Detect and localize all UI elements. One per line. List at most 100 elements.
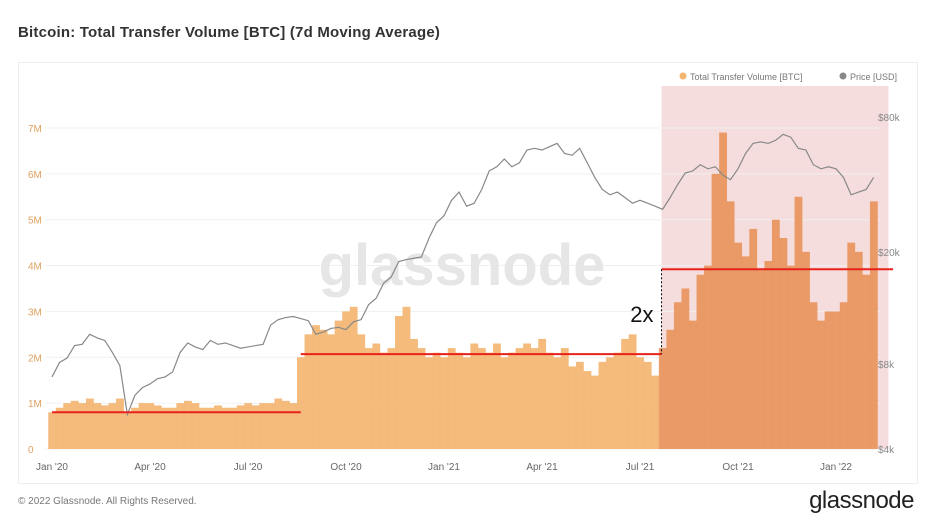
y-right-tick: $20k	[878, 248, 901, 259]
volume-bar	[63, 403, 72, 449]
volume-bar	[493, 343, 501, 449]
volume-bar	[108, 403, 117, 449]
volume-bar	[161, 407, 170, 449]
y-left-tick: 7M	[28, 124, 42, 135]
y-right-tick: $8k	[878, 360, 895, 371]
volume-bar	[545, 352, 554, 449]
volume-bar	[560, 348, 569, 449]
volume-bar	[425, 357, 433, 449]
volume-bar	[123, 412, 132, 449]
volume-bar	[206, 407, 215, 449]
x-tick: Jan '22	[820, 462, 852, 473]
legend-dot-volume	[679, 72, 687, 80]
volume-bar	[523, 343, 531, 449]
volume-bar	[183, 400, 192, 449]
volume-bar	[575, 361, 584, 449]
volume-bar	[372, 343, 381, 449]
volume-bar	[85, 398, 94, 449]
volume-bar	[515, 348, 524, 449]
volume-bar	[274, 398, 283, 449]
volume-bar	[606, 357, 614, 449]
volume-bar	[817, 320, 825, 449]
volume-bar	[749, 228, 758, 449]
legend-label-volume: Total Transfer Volume [BTC]	[690, 72, 803, 82]
volume-bar	[221, 407, 230, 449]
volume-bar	[334, 320, 343, 449]
volume-bar	[281, 400, 290, 449]
volume-bar	[48, 412, 57, 449]
volume-bar	[643, 361, 652, 449]
volume-bar	[168, 407, 177, 449]
volume-bar	[440, 357, 449, 449]
volume-bar	[55, 407, 64, 449]
volume-bar	[116, 398, 124, 449]
volume-bar	[297, 357, 305, 449]
multiplier-label: 2x	[630, 302, 653, 327]
volume-bar	[146, 403, 155, 449]
volume-bar	[771, 219, 780, 449]
volume-bar	[131, 407, 139, 449]
volume-bar	[598, 361, 607, 449]
volume-bar	[319, 329, 328, 449]
x-tick: Jul '21	[626, 462, 655, 473]
volume-bar	[432, 352, 441, 449]
volume-bar	[832, 311, 841, 449]
volume-bar	[462, 357, 471, 449]
volume-bar	[734, 242, 743, 449]
volume-bar	[259, 403, 268, 449]
volume-bar	[787, 265, 795, 449]
volume-bar	[824, 311, 833, 449]
y-right-tick: $80k	[878, 113, 901, 124]
legend-label-price: Price [USD]	[850, 72, 897, 82]
volume-bar	[847, 242, 856, 449]
volume-bar	[726, 201, 735, 449]
volume-bar	[530, 348, 539, 449]
volume-bar	[719, 132, 727, 450]
volume-bar	[357, 334, 366, 449]
volume-bar	[244, 403, 253, 449]
glassnode-logo: glassnode	[809, 487, 914, 514]
volume-bar	[538, 338, 547, 449]
volume-bar	[613, 352, 622, 449]
volume-bar	[756, 270, 765, 449]
volume-bar	[364, 348, 373, 449]
volume-bar	[138, 403, 147, 449]
x-tick: Oct '20	[330, 462, 362, 473]
volume-bar	[379, 352, 388, 449]
y-left-tick: 4M	[28, 262, 42, 273]
volume-bar	[809, 302, 818, 449]
volume-bar	[153, 405, 162, 449]
volume-bar	[214, 405, 222, 449]
volume-bar	[628, 334, 637, 449]
volume-bar	[470, 343, 479, 449]
volume-bar	[402, 306, 411, 449]
volume-bar	[477, 348, 486, 449]
y-left-tick: 5M	[28, 216, 42, 227]
x-tick: Apr '20	[134, 462, 166, 473]
volume-bar	[349, 306, 358, 449]
volume-bar	[508, 352, 516, 449]
y-left-tick: 2M	[28, 353, 42, 364]
volume-bar	[78, 403, 87, 449]
volume-bar	[410, 338, 418, 449]
y-left-tick: 1M	[28, 399, 42, 410]
volume-bar	[696, 274, 705, 449]
volume-bar	[342, 311, 351, 449]
volume-bar	[591, 375, 599, 449]
volume-bar	[289, 403, 298, 449]
volume-bar	[681, 288, 690, 449]
volume-bar	[839, 302, 848, 449]
volume-bar	[621, 338, 629, 449]
volume-bar	[779, 238, 788, 449]
watermark: glassnode	[319, 233, 606, 298]
volume-bar	[304, 334, 313, 449]
volume-bar	[236, 405, 245, 449]
volume-bar	[764, 260, 773, 449]
volume-bar	[741, 256, 750, 449]
volume-bar	[862, 274, 871, 449]
volume-bar	[417, 348, 426, 449]
x-tick: Jan '20	[36, 462, 68, 473]
volume-bar	[553, 357, 562, 449]
volume-bar	[70, 400, 79, 449]
